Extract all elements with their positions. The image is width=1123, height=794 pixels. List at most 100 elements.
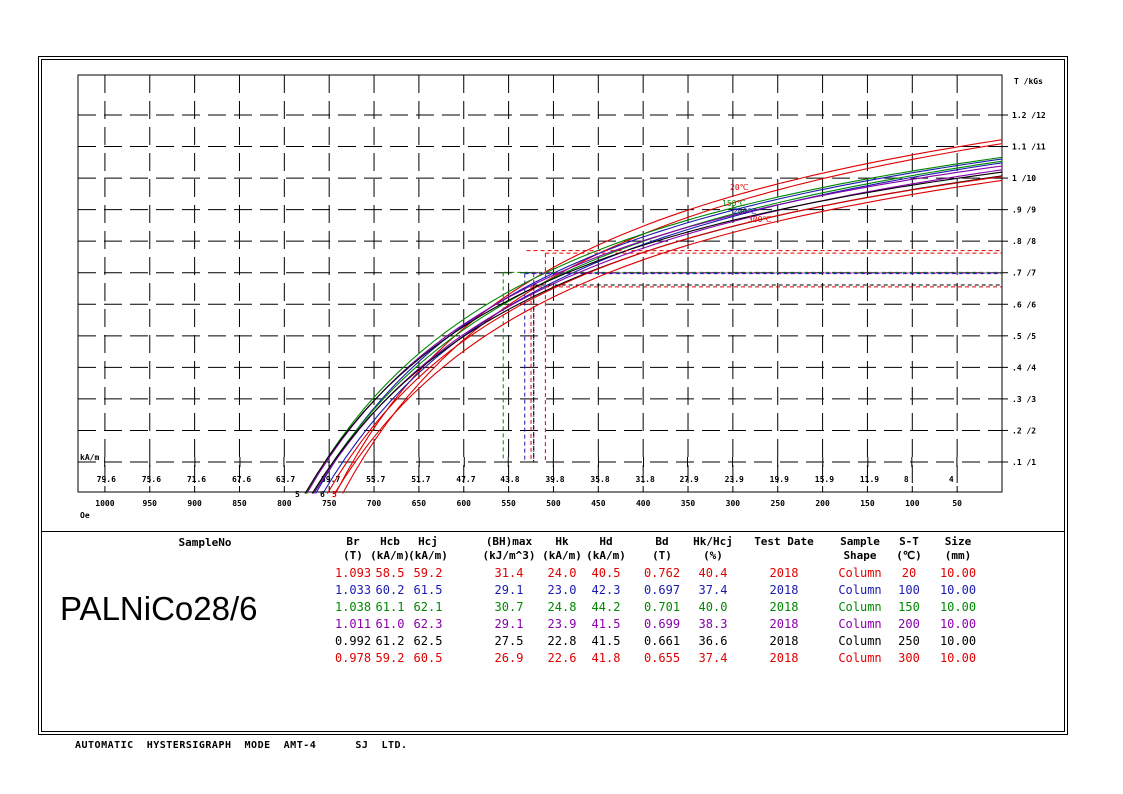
- table-cell: 29.1: [494, 583, 524, 597]
- right-axis-title: T /kGs: [1014, 77, 1043, 86]
- table-cell: 0.978: [334, 651, 372, 665]
- oe-tick-label: 400: [636, 499, 651, 508]
- table-cell: 20: [901, 566, 917, 580]
- table-cell: 150: [898, 600, 920, 614]
- table-cell: 1.033: [334, 583, 372, 597]
- right-tick-label: .1 /1: [1012, 458, 1036, 467]
- oe-tick-label: 300: [726, 499, 741, 508]
- table-cell: 200: [898, 617, 920, 631]
- table-cell: 1.011: [334, 617, 372, 631]
- curve-100℃: [322, 162, 1003, 494]
- ka-tick-label: 79.6: [97, 475, 116, 484]
- right-tick-label: .3 /3: [1012, 395, 1036, 404]
- ka-tick-label: 4: [949, 475, 954, 484]
- oe-tick-label: 500: [546, 499, 561, 508]
- table-cell: 41.5: [591, 634, 621, 648]
- footer-text: AUTOMATIC HYSTERSIGRAPH MODE AMT-4 SJ LT…: [75, 740, 408, 751]
- table-cell: 29.1: [494, 617, 524, 631]
- table-cell: 0.661: [643, 634, 681, 648]
- table-header: Hd (kA/m): [583, 535, 629, 563]
- table-header: Test Date: [745, 535, 823, 549]
- table-header-line1: Hk: [555, 535, 569, 548]
- table-header-line1: Bd: [655, 535, 669, 548]
- table-header-line2: (kA/m): [586, 549, 626, 562]
- table-cell: 59.2: [413, 566, 443, 580]
- table-cell: 0.655: [643, 651, 681, 665]
- table-cell: 44.2: [591, 600, 621, 614]
- oe-axis-unit: Oe: [80, 511, 90, 520]
- ka-tick-label: 35.8: [590, 475, 609, 484]
- right-tick-label: .7 /7: [1012, 269, 1036, 278]
- table-header-line2: (mm): [944, 549, 972, 562]
- table-cell: 100: [898, 583, 920, 597]
- table-header: S-T (℃): [890, 535, 928, 563]
- table-cell: 23.0: [547, 583, 577, 597]
- table-header-line2: (%): [703, 549, 723, 562]
- table-cell: 61.1: [375, 600, 405, 614]
- table-cell: 0.697: [643, 583, 681, 597]
- table-header-line2: (T): [343, 549, 363, 562]
- oe-tick-label: 1000: [95, 499, 114, 508]
- table-header-line1: Hcb: [380, 535, 400, 548]
- curve-200℃-b: [306, 165, 1003, 494]
- table-header-line1: Br: [346, 535, 360, 548]
- curve-250℃: [311, 175, 1003, 494]
- oe-tick-label: 800: [277, 499, 292, 508]
- curve-20℃-b: [335, 139, 1003, 494]
- table-cell: 23.9: [547, 617, 577, 631]
- table-cell: 300: [898, 651, 920, 665]
- table-cell: Column: [838, 583, 882, 597]
- table-cell: 0.992: [334, 634, 372, 648]
- table-cell: 0.699: [643, 617, 681, 631]
- table-cell: 40.0: [698, 600, 728, 614]
- right-tick-label: 1.1 /11: [1012, 143, 1046, 152]
- table-cell: 27.5: [494, 634, 524, 648]
- right-tick-label: .4 /4: [1012, 363, 1036, 372]
- ka-tick-label: 63.7: [276, 475, 295, 484]
- table-cell: 2018: [769, 566, 799, 580]
- table-cell: 24.0: [547, 566, 577, 580]
- table-cell: 40.4: [698, 566, 728, 580]
- demagnetization-chart: .1 /1 .2 /2 .3 /3 .4 /4 .5 /5 .6 /6 .7 /7 .8 /8…: [77, 74, 1046, 520]
- table-cell: Column: [838, 566, 882, 580]
- table-cell: 36.6: [698, 634, 728, 648]
- oe-tick-label: 200: [815, 499, 830, 508]
- table-cell: 0.762: [643, 566, 681, 580]
- table-cell: 2018: [769, 583, 799, 597]
- ka-tick-label: 51.7: [411, 475, 430, 484]
- table-header-line2: (kA/m): [542, 549, 582, 562]
- table-cell: 37.4: [698, 651, 728, 665]
- ka-tick-label: 39.8: [545, 475, 564, 484]
- table-cell: 62.5: [413, 634, 443, 648]
- table-cell: 10.00: [939, 583, 977, 597]
- table-cell: 24.8: [547, 600, 577, 614]
- plot-border: [77, 74, 1003, 493]
- oe-tick-label: 450: [591, 499, 606, 508]
- table-cell: 60.2: [375, 583, 405, 597]
- right-tick-label: .5 /5: [1012, 332, 1036, 341]
- table-cell: 42.3: [591, 583, 621, 597]
- table-cell: Column: [838, 600, 882, 614]
- oe-tick-label: 650: [412, 499, 427, 508]
- table-cell: 26.9: [494, 651, 524, 665]
- ka-tick-label: 31.8: [636, 475, 655, 484]
- ka-tick-label: 19.9: [770, 475, 789, 484]
- table-header-line1: Test Date: [754, 535, 814, 548]
- ka-tick-label: 23.9: [725, 475, 744, 484]
- table-header-line1: Hcj: [418, 535, 438, 548]
- table-cell: 250: [898, 634, 920, 648]
- table-cell: 10.00: [939, 634, 977, 648]
- table-cell: Column: [838, 617, 882, 631]
- table-header-line1: Size: [944, 535, 972, 548]
- ka-tick-label: 55.7: [366, 475, 385, 484]
- inner-frame: [41, 59, 1065, 732]
- ka-tick-label: 43.8: [500, 475, 519, 484]
- right-tick-label: .2 /2: [1012, 426, 1036, 435]
- right-tick-label: .6 /6: [1012, 300, 1036, 309]
- table-cell: 40.5: [591, 566, 621, 580]
- curve-end-mark: 6: [320, 490, 325, 499]
- table-cell: Column: [838, 651, 882, 665]
- table-cell: 22.8: [547, 634, 577, 648]
- curve-300℃: [334, 179, 1003, 494]
- table-header: Size (mm): [930, 535, 986, 563]
